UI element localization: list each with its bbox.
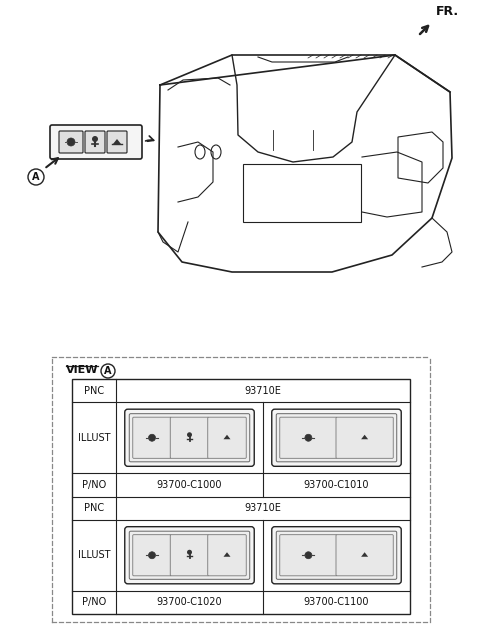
FancyBboxPatch shape: [133, 417, 171, 458]
Text: A: A: [104, 366, 112, 376]
Text: A: A: [32, 172, 40, 182]
Circle shape: [187, 432, 192, 437]
FancyBboxPatch shape: [208, 417, 246, 458]
Bar: [72, 379, 410, 614]
Text: ILLUST: ILLUST: [78, 433, 110, 443]
FancyBboxPatch shape: [280, 417, 337, 458]
Text: 93710E: 93710E: [245, 503, 281, 513]
Text: P/NO: P/NO: [82, 597, 106, 607]
Bar: [243, 164, 361, 222]
FancyBboxPatch shape: [170, 534, 209, 576]
Polygon shape: [113, 139, 121, 144]
Circle shape: [92, 136, 98, 142]
FancyBboxPatch shape: [129, 413, 250, 462]
Text: 93710E: 93710E: [245, 386, 281, 396]
FancyBboxPatch shape: [50, 125, 142, 159]
FancyBboxPatch shape: [59, 131, 83, 153]
FancyBboxPatch shape: [336, 417, 393, 458]
FancyBboxPatch shape: [85, 131, 105, 153]
FancyBboxPatch shape: [272, 527, 401, 584]
Polygon shape: [224, 435, 230, 439]
FancyBboxPatch shape: [107, 131, 127, 153]
FancyBboxPatch shape: [170, 417, 209, 458]
Text: VIEW: VIEW: [66, 365, 98, 375]
Circle shape: [148, 435, 156, 441]
FancyBboxPatch shape: [276, 413, 397, 462]
Text: 93700-C1100: 93700-C1100: [304, 597, 369, 607]
Text: ILLUST: ILLUST: [78, 550, 110, 560]
FancyBboxPatch shape: [125, 409, 254, 467]
Polygon shape: [361, 552, 368, 557]
Circle shape: [67, 138, 75, 146]
Circle shape: [148, 552, 156, 559]
Text: P/NO: P/NO: [82, 480, 106, 490]
Text: 93700-C1010: 93700-C1010: [304, 480, 369, 490]
FancyBboxPatch shape: [129, 531, 250, 579]
Circle shape: [305, 435, 312, 441]
FancyBboxPatch shape: [133, 534, 171, 576]
Circle shape: [305, 552, 312, 559]
Text: PNC: PNC: [84, 503, 104, 513]
FancyBboxPatch shape: [125, 527, 254, 584]
FancyBboxPatch shape: [336, 534, 393, 576]
Polygon shape: [224, 552, 230, 557]
Text: 93700-C1000: 93700-C1000: [157, 480, 222, 490]
FancyBboxPatch shape: [276, 531, 397, 579]
FancyBboxPatch shape: [280, 534, 337, 576]
Polygon shape: [361, 435, 368, 439]
Circle shape: [187, 550, 192, 555]
Text: PNC: PNC: [84, 386, 104, 396]
Text: 93700-C1020: 93700-C1020: [156, 597, 222, 607]
Text: FR.: FR.: [436, 5, 459, 18]
FancyBboxPatch shape: [208, 534, 246, 576]
FancyBboxPatch shape: [272, 409, 401, 467]
